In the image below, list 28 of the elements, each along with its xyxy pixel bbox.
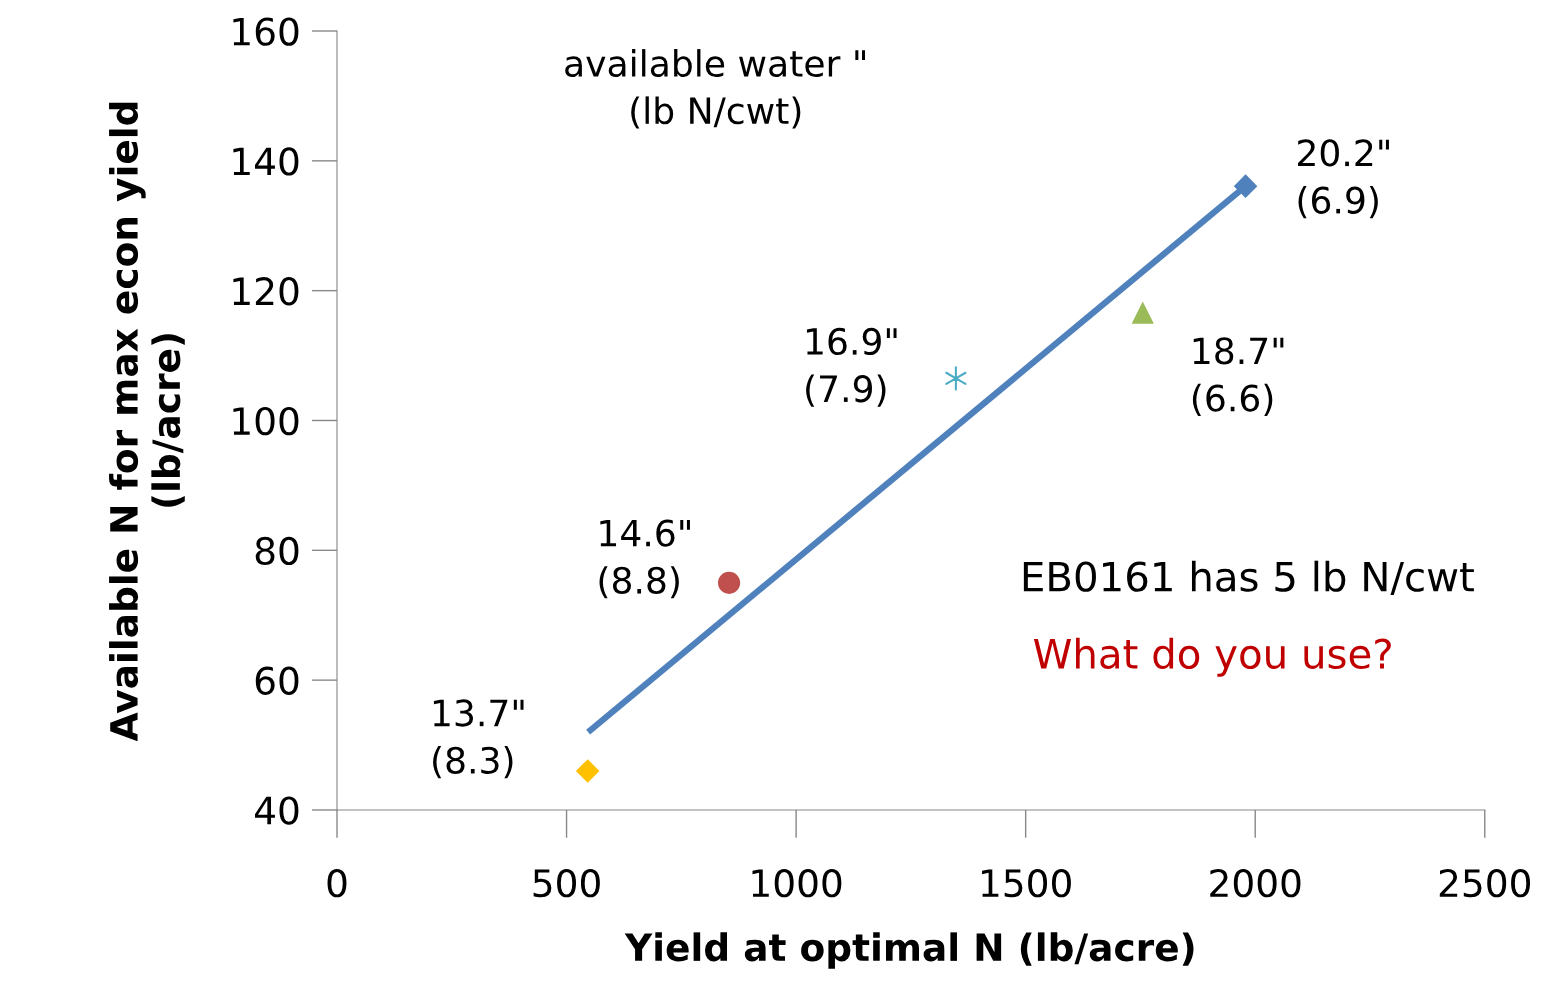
annotation: EB0161 has 5 lb N/cwt [1023,560,1474,596]
annotation: available water " (lb N/cwt) [565,49,866,129]
annotation: 14.6" (8.8) [599,519,690,599]
x-tick-label: 2500 [1439,868,1530,898]
y-tick-label: 40 [255,796,299,825]
x-axis-title: Yield at optimal N (lb/acre) [624,932,1194,969]
y-tick-label: 80 [255,536,299,566]
x-tick-label: 1500 [982,868,1071,898]
x-tick-label: 500 [533,868,600,898]
annotation: 20.2" (6.9) [1298,139,1389,219]
annotation: What do you use? [1033,637,1391,677]
point [1131,301,1154,324]
point [1233,174,1258,198]
y-axis-title: Available N for max econ yield (lb/acre) [109,102,185,742]
x-tick-label: 1000 [752,868,842,898]
x-tick-label: 0 [327,868,347,898]
y-tick-label: 100 [233,406,299,436]
annotation: 13.7" (8.3) [433,699,524,779]
x-tick-label: 2000 [1210,868,1301,898]
y-tick-label: 60 [255,666,299,695]
y-tick-label: 120 [233,277,299,306]
annotation: 18.7" (6.6) [1192,337,1284,417]
point [717,571,741,594]
annotation: 16.9" (7.9) [806,327,897,407]
y-tick-label: 140 [233,147,299,176]
point [575,759,600,783]
y-tick-label: 160 [233,17,299,46]
point [945,366,967,391]
